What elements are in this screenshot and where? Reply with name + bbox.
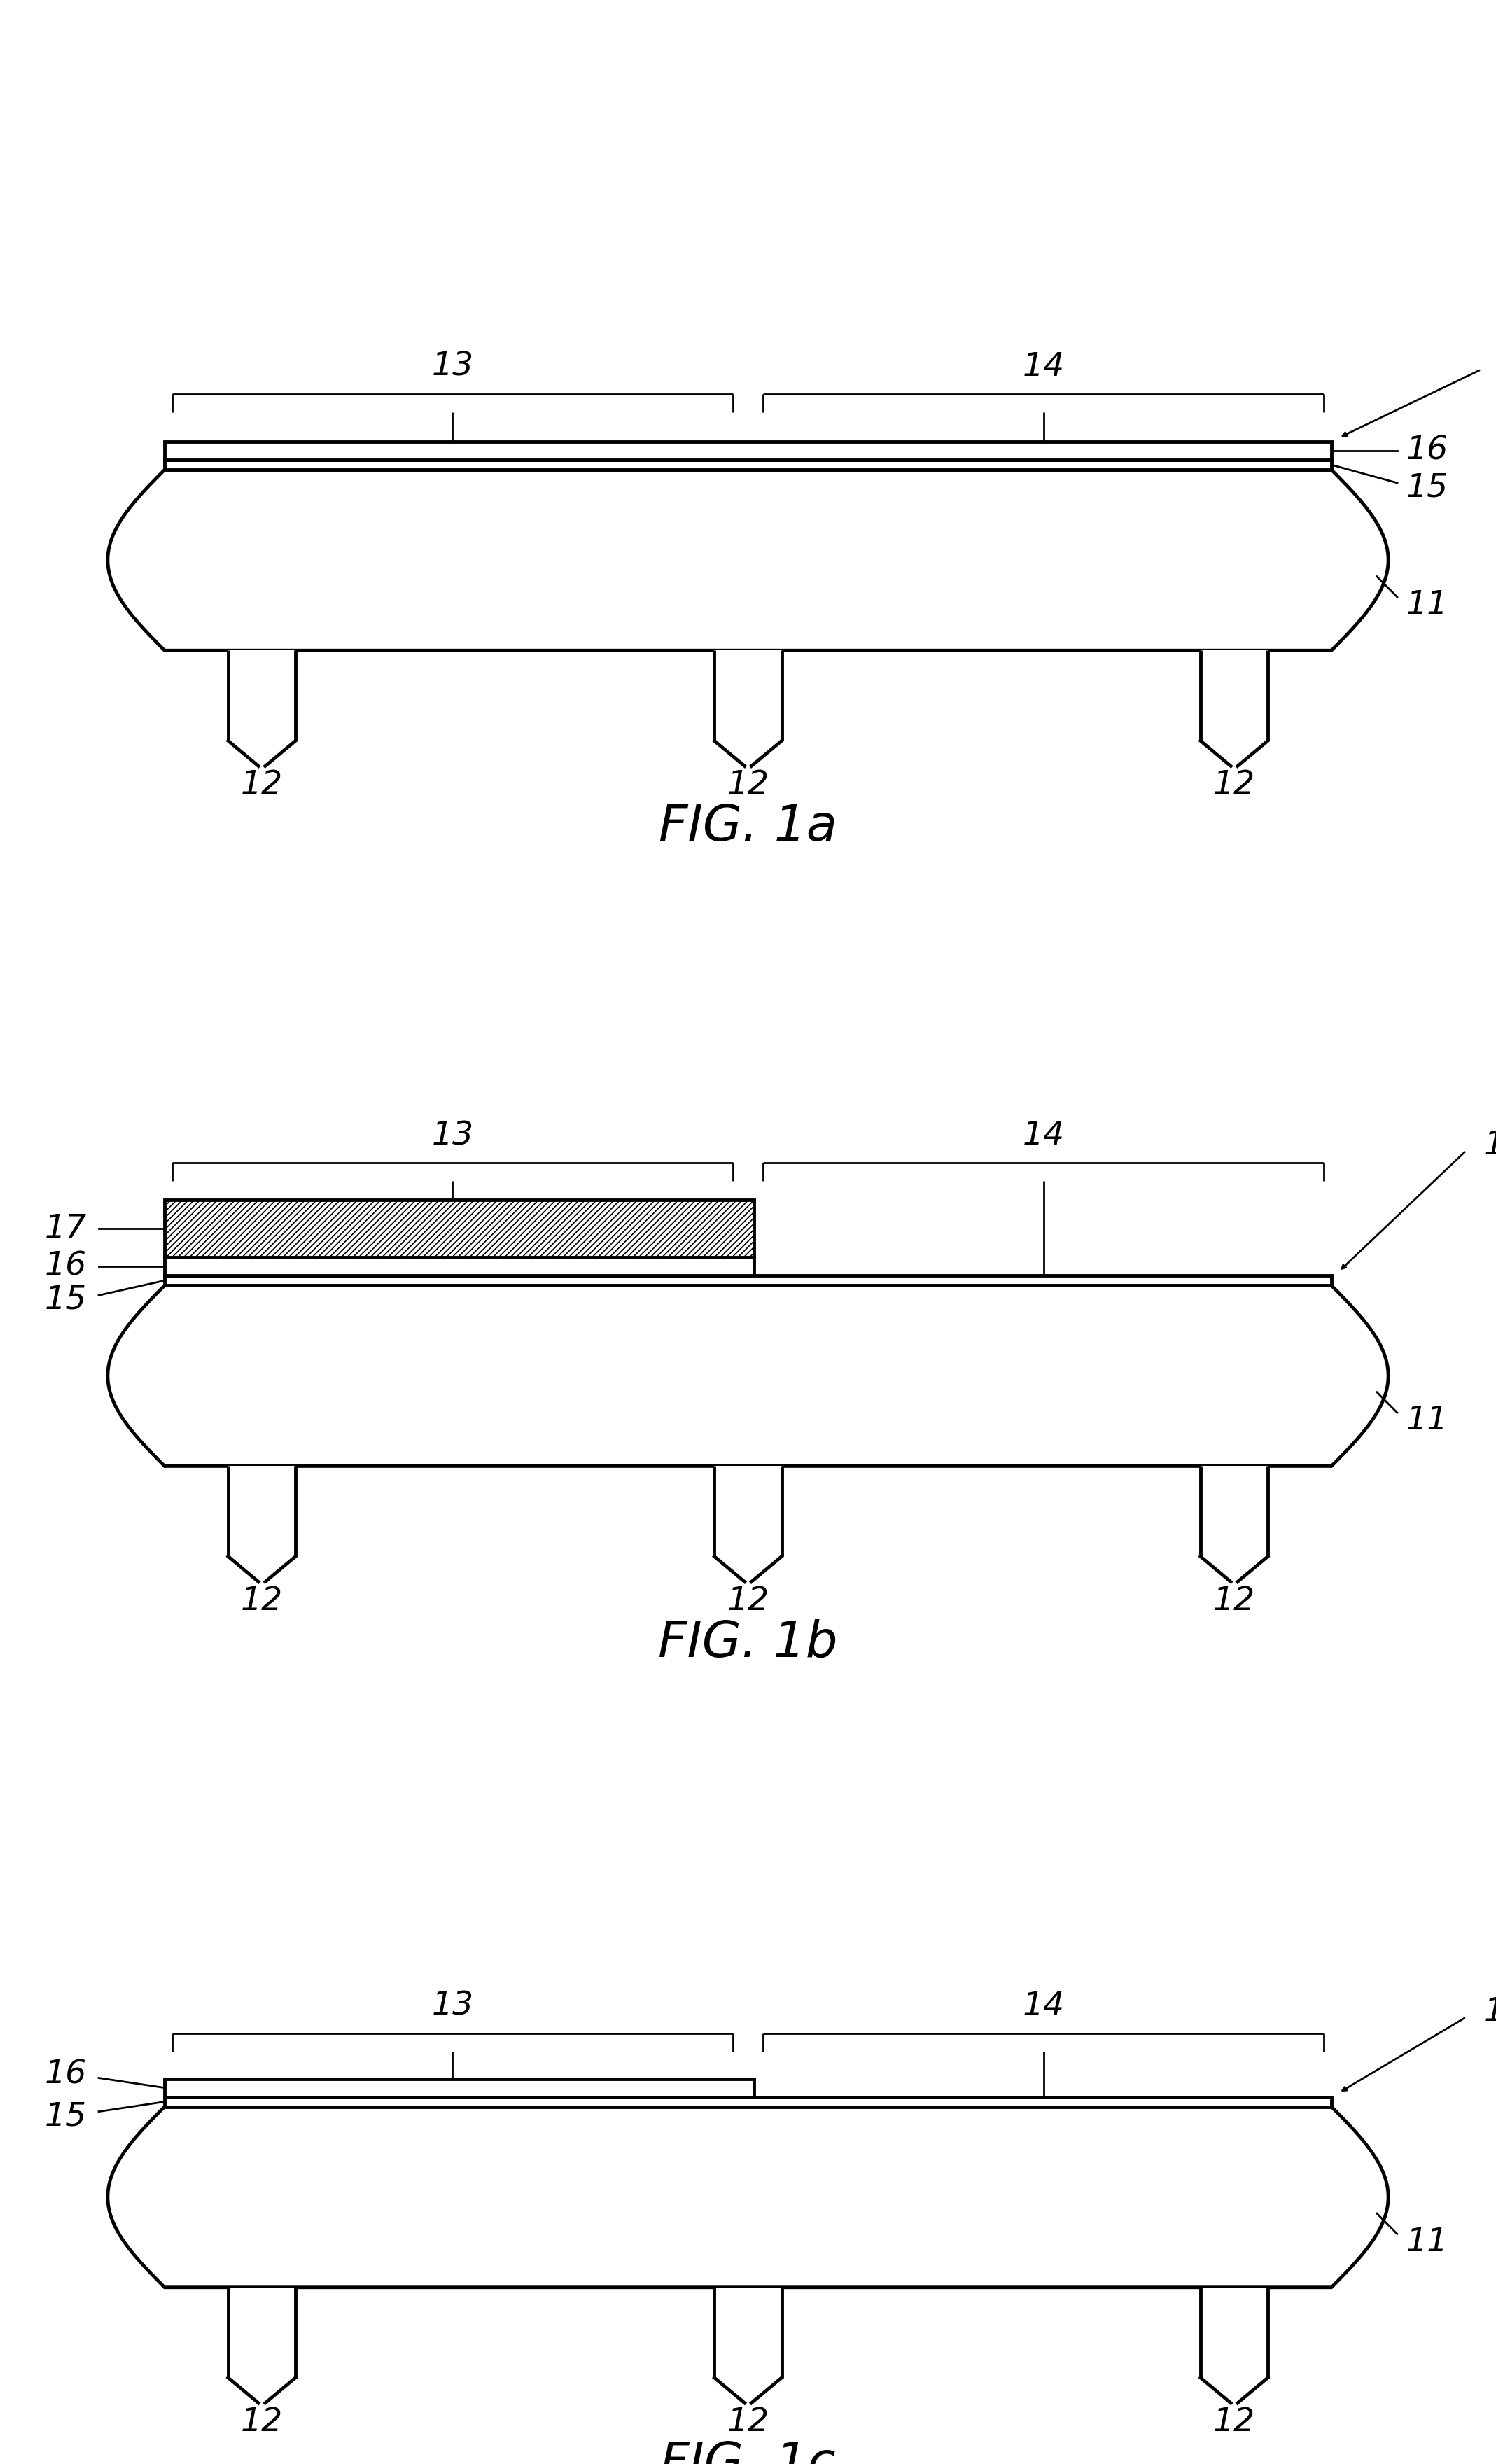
Text: 11: 11 xyxy=(1406,1404,1448,1437)
Text: FIG. 1b: FIG. 1b xyxy=(658,1619,838,1666)
Text: 16: 16 xyxy=(45,1252,87,1281)
Text: FIG. 1a: FIG. 1a xyxy=(658,803,838,850)
Bar xyxy=(165,1276,1331,1286)
Bar xyxy=(227,650,296,742)
Text: 13: 13 xyxy=(431,1121,474,1151)
Text: 12: 12 xyxy=(1213,1584,1255,1616)
Text: 15: 15 xyxy=(45,1284,87,1316)
Bar xyxy=(227,1466,296,1557)
Bar xyxy=(165,441,1331,461)
Text: 10: 10 xyxy=(1484,1996,1496,2028)
Text: 12: 12 xyxy=(241,1584,283,1616)
Text: FIG. 1c: FIG. 1c xyxy=(660,2439,836,2464)
Bar xyxy=(715,650,782,742)
Text: 11: 11 xyxy=(1406,2227,1448,2257)
Text: 12: 12 xyxy=(727,2407,769,2437)
Text: 15: 15 xyxy=(1406,473,1448,503)
Text: 13: 13 xyxy=(431,352,474,382)
Text: 16: 16 xyxy=(45,2060,87,2089)
Text: 10: 10 xyxy=(1484,1131,1496,1161)
Text: 13: 13 xyxy=(431,1991,474,2023)
Bar xyxy=(1201,650,1269,742)
Bar xyxy=(165,1200,754,1257)
Bar xyxy=(1201,2287,1269,2378)
Text: 11: 11 xyxy=(1406,589,1448,621)
Bar xyxy=(165,461,1331,471)
Bar xyxy=(1201,1466,1269,1557)
Polygon shape xyxy=(108,471,1388,650)
Text: 14: 14 xyxy=(1022,352,1065,382)
Text: 12: 12 xyxy=(727,769,769,801)
Bar xyxy=(715,1466,782,1557)
Bar xyxy=(715,2287,782,2378)
Bar xyxy=(165,1200,754,1257)
Text: 12: 12 xyxy=(241,769,283,801)
Text: 14: 14 xyxy=(1022,1991,1065,2023)
Text: 12: 12 xyxy=(1213,769,1255,801)
Text: 12: 12 xyxy=(727,1584,769,1616)
Text: 12: 12 xyxy=(241,2407,283,2437)
Text: 14: 14 xyxy=(1022,1121,1065,1151)
Polygon shape xyxy=(108,1286,1388,1466)
Text: 16: 16 xyxy=(1406,436,1448,466)
Bar xyxy=(227,2287,296,2378)
Text: 12: 12 xyxy=(1213,2407,1255,2437)
Text: 15: 15 xyxy=(45,2102,87,2131)
Bar xyxy=(165,1257,754,1276)
Polygon shape xyxy=(108,2107,1388,2287)
Text: 17: 17 xyxy=(45,1212,87,1244)
Bar xyxy=(165,2080,754,2097)
Bar xyxy=(165,2097,1331,2107)
